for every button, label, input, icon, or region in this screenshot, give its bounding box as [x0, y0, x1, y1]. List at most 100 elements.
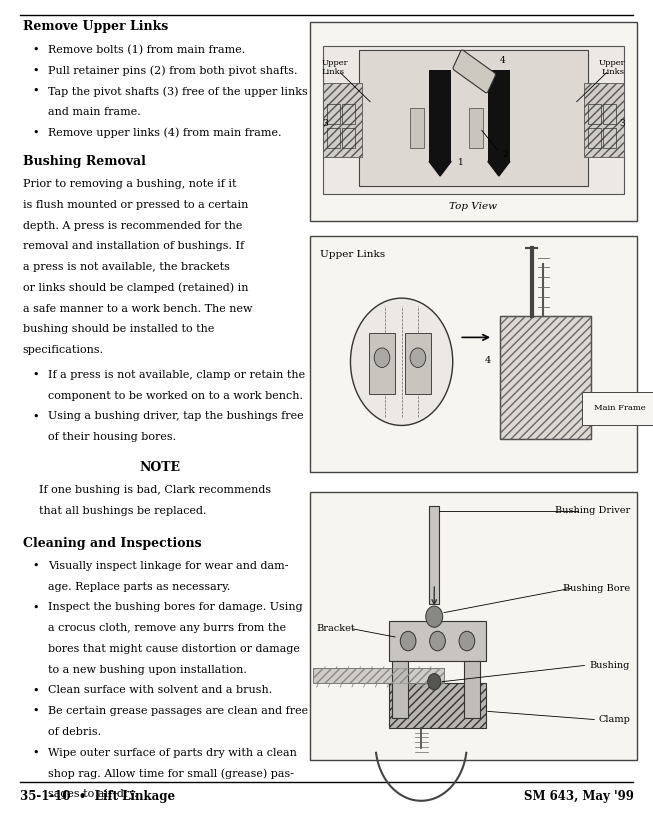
Text: 3: 3 — [322, 120, 328, 128]
Text: •: • — [33, 747, 39, 758]
Bar — [603, 128, 616, 149]
Circle shape — [428, 673, 441, 689]
Text: Pull retainer pins (2) from both pivot shafts.: Pull retainer pins (2) from both pivot s… — [48, 66, 297, 76]
Bar — [359, 50, 588, 186]
Text: a press is not available, the brackets: a press is not available, the brackets — [23, 262, 230, 272]
Circle shape — [400, 631, 416, 650]
Circle shape — [430, 631, 445, 650]
Bar — [326, 103, 340, 124]
Text: •: • — [33, 66, 39, 76]
Text: Cleaning and Inspections: Cleaning and Inspections — [23, 537, 202, 550]
Text: of their housing bores.: of their housing bores. — [48, 432, 176, 442]
Text: Remove Upper Links: Remove Upper Links — [23, 20, 168, 33]
Bar — [392, 662, 408, 719]
Bar — [313, 668, 444, 683]
Text: 4: 4 — [485, 356, 491, 365]
FancyBboxPatch shape — [453, 50, 496, 93]
Text: depth. A press is recommended for the: depth. A press is recommended for the — [23, 220, 242, 231]
Bar — [429, 506, 439, 605]
Text: is flush mounted or pressed to a certain: is flush mounted or pressed to a certain — [23, 200, 248, 210]
Text: •: • — [33, 706, 39, 716]
Bar — [491, 107, 505, 149]
Text: Bracket: Bracket — [317, 624, 355, 633]
Text: that all bushings be replaced.: that all bushings be replaced. — [39, 506, 207, 516]
Text: 4: 4 — [500, 56, 505, 65]
Bar — [603, 103, 616, 124]
Bar — [405, 333, 431, 394]
Text: •: • — [33, 685, 39, 695]
Text: Be certain grease passages are clean and free: Be certain grease passages are clean and… — [48, 706, 308, 716]
Text: or links should be clamped (retained) in: or links should be clamped (retained) in — [23, 283, 248, 293]
Text: a safe manner to a work bench. The new: a safe manner to a work bench. The new — [23, 303, 252, 314]
Text: Inspect the bushing bores for damage. Using: Inspect the bushing bores for damage. Us… — [48, 602, 302, 612]
Text: Bushing Driver: Bushing Driver — [555, 506, 630, 515]
Bar — [310, 236, 637, 472]
Text: age. Replace parts as necessary.: age. Replace parts as necessary. — [48, 581, 230, 592]
Text: •: • — [33, 602, 39, 612]
Text: If a press is not available, clamp or retain the: If a press is not available, clamp or re… — [48, 370, 305, 380]
Text: 3: 3 — [619, 120, 625, 128]
Bar — [588, 128, 601, 149]
Text: Tap the pivot shafts (3) free of the upper links: Tap the pivot shafts (3) free of the upp… — [48, 86, 308, 97]
Text: Remove upper links (4) from main frame.: Remove upper links (4) from main frame. — [48, 128, 281, 138]
Text: Bushing Removal: Bushing Removal — [23, 154, 146, 167]
Bar — [488, 71, 510, 161]
Bar — [500, 316, 591, 439]
Text: Main Frame: Main Frame — [594, 404, 646, 412]
Text: Bushing Bore: Bushing Bore — [563, 584, 630, 593]
Circle shape — [374, 348, 390, 367]
Text: Clamp: Clamp — [598, 715, 630, 724]
Text: •: • — [33, 45, 39, 54]
Text: Visually inspect linkage for wear and dam-: Visually inspect linkage for wear and da… — [48, 561, 288, 571]
Text: bores that might cause distortion or damage: bores that might cause distortion or dam… — [48, 644, 300, 654]
Text: Remove bolts (1) from main frame.: Remove bolts (1) from main frame. — [48, 45, 245, 55]
Text: sages to air dry.: sages to air dry. — [48, 789, 137, 799]
Bar — [464, 662, 480, 719]
Text: component to be worked on to a work bench.: component to be worked on to a work benc… — [48, 390, 303, 401]
Polygon shape — [429, 161, 451, 176]
Polygon shape — [488, 161, 510, 176]
Text: Upper
Links: Upper Links — [598, 59, 625, 76]
Text: shop rag. Allow time for small (grease) pas-: shop rag. Allow time for small (grease) … — [48, 768, 294, 779]
Bar — [584, 84, 624, 156]
Text: •: • — [33, 561, 39, 571]
Bar — [326, 128, 340, 149]
Text: Bushing: Bushing — [590, 661, 630, 670]
Text: •: • — [33, 86, 39, 96]
Text: If one bushing is bad, Clark recommends: If one bushing is bad, Clark recommends — [39, 485, 271, 495]
Text: Top View: Top View — [449, 202, 498, 211]
Bar — [389, 621, 486, 662]
Text: a crocus cloth, remove any burrs from the: a crocus cloth, remove any burrs from th… — [48, 623, 286, 633]
Bar — [342, 128, 355, 149]
Text: to a new bushing upon installation.: to a new bushing upon installation. — [48, 664, 247, 675]
Text: Clean surface with solvent and a brush.: Clean surface with solvent and a brush. — [48, 685, 272, 695]
Bar — [342, 103, 355, 124]
Text: removal and installation of bushings. If: removal and installation of bushings. If — [23, 241, 244, 251]
Circle shape — [459, 631, 475, 650]
Bar — [313, 668, 444, 683]
Text: Upper Links: Upper Links — [320, 250, 385, 259]
Bar — [310, 492, 637, 760]
Text: 2: 2 — [503, 150, 509, 159]
Bar — [469, 107, 483, 149]
Text: Prior to removing a bushing, note if it: Prior to removing a bushing, note if it — [23, 179, 236, 189]
Bar — [323, 46, 624, 194]
Text: 35-1-10  •  Lift Linkage: 35-1-10 • Lift Linkage — [20, 790, 175, 803]
Text: bushing should be installed to the: bushing should be installed to the — [23, 324, 214, 334]
Bar — [369, 333, 395, 394]
Bar — [432, 107, 447, 149]
Text: •: • — [33, 411, 39, 421]
Text: •: • — [33, 128, 39, 137]
Text: •: • — [33, 370, 39, 380]
Text: Using a bushing driver, tap the bushings free: Using a bushing driver, tap the bushings… — [48, 411, 303, 421]
Circle shape — [351, 298, 453, 425]
Bar — [500, 316, 591, 439]
Bar — [429, 71, 451, 161]
Text: specifications.: specifications. — [23, 345, 104, 355]
Bar — [410, 107, 424, 149]
Text: NOTE: NOTE — [140, 461, 180, 474]
Circle shape — [410, 348, 426, 367]
Text: SM 643, May '99: SM 643, May '99 — [524, 790, 633, 803]
Circle shape — [426, 606, 443, 628]
Text: Wipe outer surface of parts dry with a clean: Wipe outer surface of parts dry with a c… — [48, 747, 296, 758]
